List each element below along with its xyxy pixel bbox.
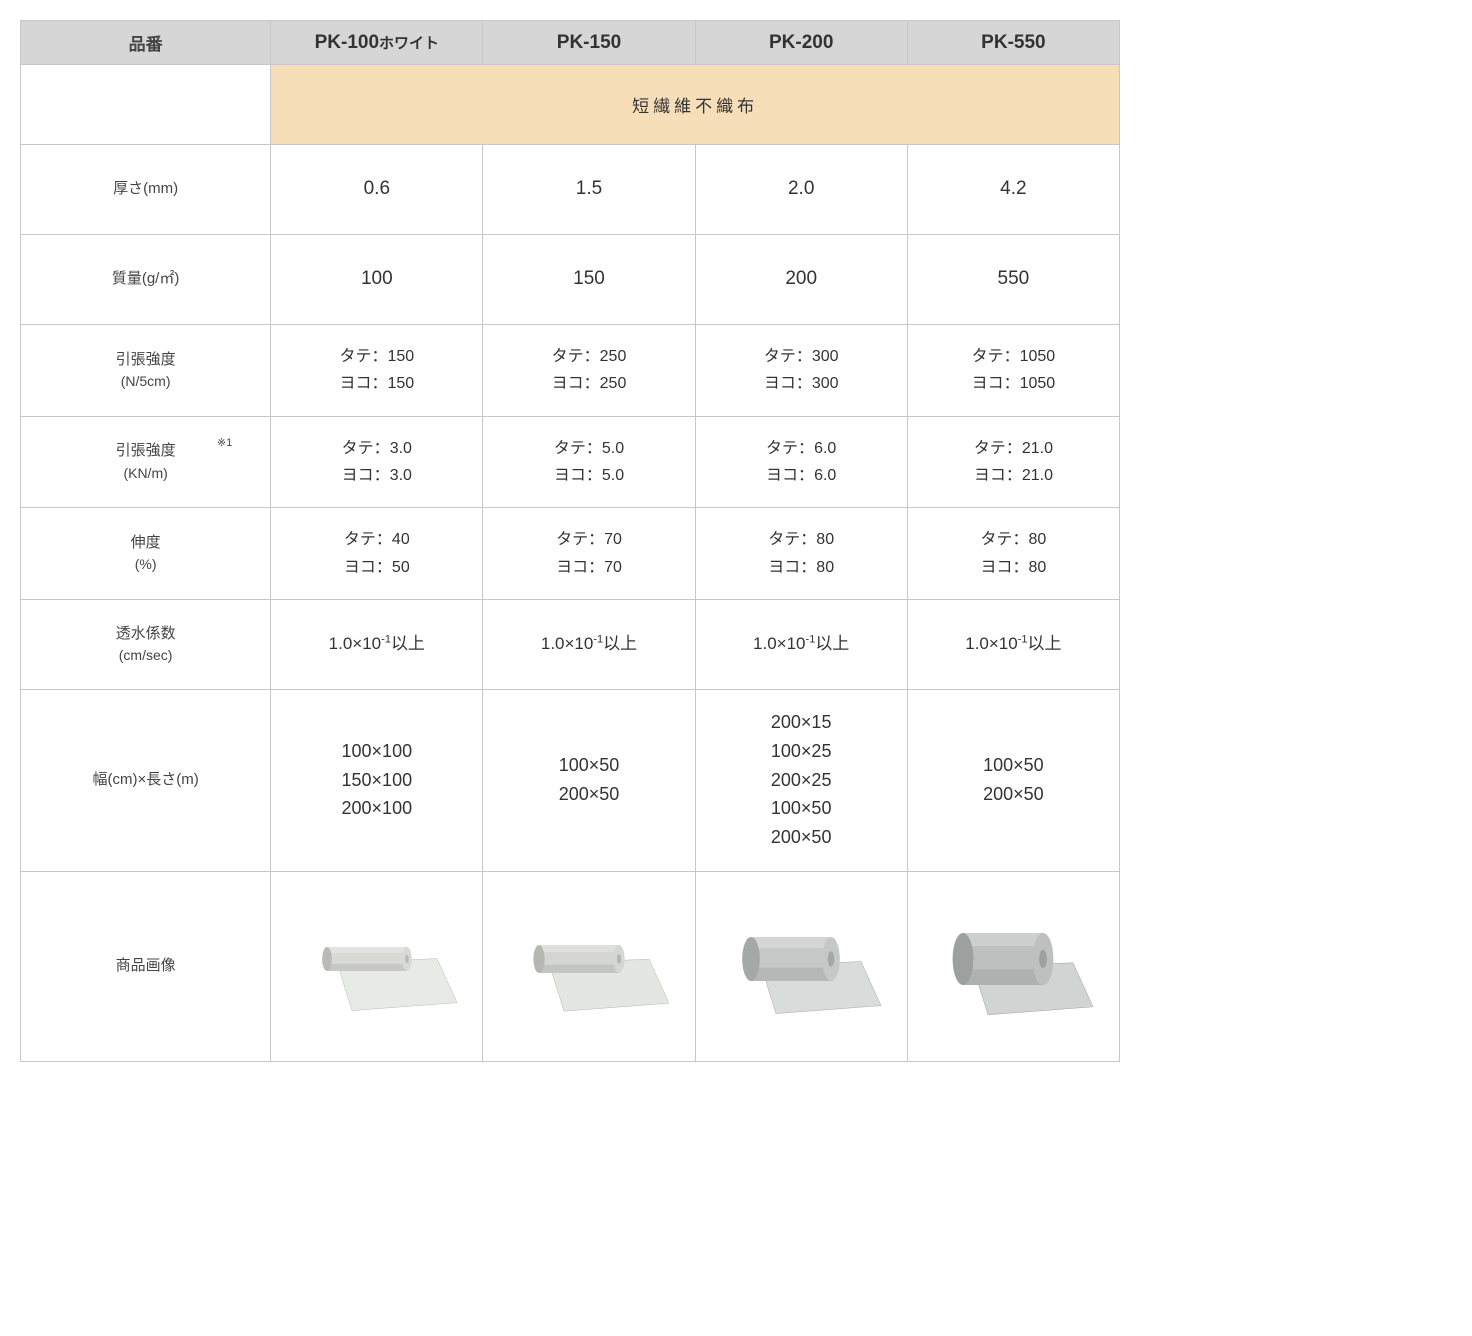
image-1 bbox=[483, 871, 695, 1061]
permeability-3: 1.0×10-1以上 bbox=[907, 600, 1119, 690]
permeability-label: 透水係数 (cm/sec) bbox=[21, 600, 271, 690]
dim-list-3: 100×50200×50 bbox=[983, 751, 1044, 809]
tensile-kn-label: 引張強度 ※1 (KN/m) bbox=[21, 416, 271, 508]
row-image: 商品画像 bbox=[21, 871, 1120, 1061]
spec-table: 品番 PK-100ホワイト PK-150 PK-200 PK-550 短繊維不織… bbox=[20, 20, 1120, 1062]
dimensions-3: 100×50200×50 bbox=[907, 690, 1119, 872]
roll-icon bbox=[509, 899, 669, 1029]
row-thickness: 厚さ(mm) 0.6 1.5 2.0 4.2 bbox=[21, 145, 1120, 235]
elongation-3: タテ：80ヨコ：80 bbox=[907, 508, 1119, 600]
thickness-0: 0.6 bbox=[271, 145, 483, 235]
permeability-unit: (cm/sec) bbox=[29, 645, 262, 666]
row-mass: 質量(g/㎡) 100 150 200 550 bbox=[21, 235, 1120, 325]
tensile-kn-1: タテ：5.0ヨコ：5.0 bbox=[483, 416, 695, 508]
tensile-kn-label-text: 引張強度 bbox=[116, 442, 176, 459]
dim-list-2: 200×15100×25200×25100×50200×50 bbox=[771, 708, 832, 852]
elongation-label-text: 伸度 bbox=[131, 534, 161, 551]
mass-label: 質量(g/㎡) bbox=[21, 235, 271, 325]
permeability-1: 1.0×10-1以上 bbox=[483, 600, 695, 690]
tensile-kn-note: ※1 bbox=[217, 435, 232, 452]
row-dimensions: 幅(cm)×長さ(m) 100×100150×100200×100 100×50… bbox=[21, 690, 1120, 872]
tensile-n-2: タテ：300ヨコ：300 bbox=[695, 325, 907, 417]
product-header-0: PK-100ホワイト bbox=[271, 21, 483, 65]
tensile-n-3: タテ：1050ヨコ：1050 bbox=[907, 325, 1119, 417]
image-2 bbox=[695, 871, 907, 1061]
row-permeability: 透水係数 (cm/sec) 1.0×10-1以上 1.0×10-1以上 1.0×… bbox=[21, 600, 1120, 690]
elongation-0: タテ：40ヨコ：50 bbox=[271, 508, 483, 600]
roll-icon bbox=[933, 899, 1093, 1029]
product-header-2: PK-200 bbox=[695, 21, 907, 65]
product-name: PK-200 bbox=[769, 32, 833, 53]
tensile-n-1: タテ：250ヨコ：250 bbox=[483, 325, 695, 417]
dimensions-2: 200×15100×25200×25100×50200×50 bbox=[695, 690, 907, 872]
tensile-n-unit: (N/5cm) bbox=[29, 371, 262, 392]
permeability-2: 1.0×10-1以上 bbox=[695, 600, 907, 690]
dim-list-0: 100×100150×100200×100 bbox=[342, 737, 413, 823]
product-name: PK-150 bbox=[557, 32, 621, 53]
product-header-1: PK-150 bbox=[483, 21, 695, 65]
header-row: 品番 PK-100ホワイト PK-150 PK-200 PK-550 bbox=[21, 21, 1120, 65]
mass-2: 200 bbox=[695, 235, 907, 325]
category-label-empty bbox=[21, 65, 271, 145]
row-tensile-kn: 引張強度 ※1 (KN/m) タテ：3.0ヨコ：3.0 タテ：5.0ヨコ：5.0… bbox=[21, 416, 1120, 508]
dimensions-0: 100×100150×100200×100 bbox=[271, 690, 483, 872]
roll-icon bbox=[297, 899, 457, 1029]
thickness-label: 厚さ(mm) bbox=[21, 145, 271, 235]
mass-3: 550 bbox=[907, 235, 1119, 325]
row-tensile-n: 引張強度 (N/5cm) タテ：150ヨコ：150 タテ：250ヨコ：250 タ… bbox=[21, 325, 1120, 417]
elongation-unit: (%) bbox=[29, 554, 262, 575]
image-label: 商品画像 bbox=[21, 871, 271, 1061]
image-3 bbox=[907, 871, 1119, 1061]
elongation-2: タテ：80ヨコ：80 bbox=[695, 508, 907, 600]
elongation-label: 伸度 (%) bbox=[21, 508, 271, 600]
permeability-label-text: 透水係数 bbox=[116, 625, 176, 642]
thickness-3: 4.2 bbox=[907, 145, 1119, 235]
image-0 bbox=[271, 871, 483, 1061]
permeability-0: 1.0×10-1以上 bbox=[271, 600, 483, 690]
category-cell: 短繊維不織布 bbox=[271, 65, 1120, 145]
thickness-1: 1.5 bbox=[483, 145, 695, 235]
product-name: PK-100 bbox=[315, 32, 379, 53]
tensile-kn-0: タテ：3.0ヨコ：3.0 bbox=[271, 416, 483, 508]
elongation-1: タテ：70ヨコ：70 bbox=[483, 508, 695, 600]
tensile-n-label-text: 引張強度 bbox=[116, 351, 176, 368]
dimensions-label: 幅(cm)×長さ(m) bbox=[21, 690, 271, 872]
dimensions-1: 100×50200×50 bbox=[483, 690, 695, 872]
mass-0: 100 bbox=[271, 235, 483, 325]
tensile-n-0: タテ：150ヨコ：150 bbox=[271, 325, 483, 417]
tensile-kn-3: タテ：21.0ヨコ：21.0 bbox=[907, 416, 1119, 508]
row-elongation: 伸度 (%) タテ：40ヨコ：50 タテ：70ヨコ：70 タテ：80ヨコ：80 … bbox=[21, 508, 1120, 600]
mass-1: 150 bbox=[483, 235, 695, 325]
tensile-kn-unit: (KN/m) bbox=[29, 463, 262, 484]
tensile-kn-2: タテ：6.0ヨコ：6.0 bbox=[695, 416, 907, 508]
category-row: 短繊維不織布 bbox=[21, 65, 1120, 145]
roll-icon bbox=[721, 899, 881, 1029]
thickness-2: 2.0 bbox=[695, 145, 907, 235]
tensile-n-label: 引張強度 (N/5cm) bbox=[21, 325, 271, 417]
header-label: 品番 bbox=[21, 21, 271, 65]
product-suffix: ホワイト bbox=[379, 35, 439, 52]
product-header-3: PK-550 bbox=[907, 21, 1119, 65]
dim-list-1: 100×50200×50 bbox=[559, 751, 620, 809]
product-name: PK-550 bbox=[981, 32, 1045, 53]
